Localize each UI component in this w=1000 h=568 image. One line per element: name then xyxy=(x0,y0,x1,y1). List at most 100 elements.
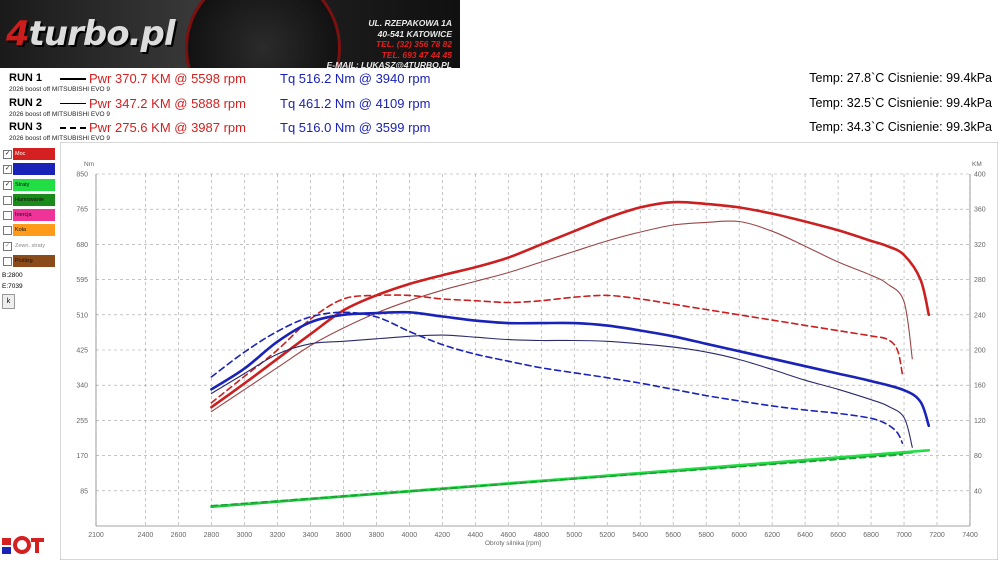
series-tq-run-3 xyxy=(210,311,904,444)
option-kola[interactable]: Koła xyxy=(2,224,55,236)
x-tick-label: 4000 xyxy=(402,532,418,539)
range-end: E:7039 xyxy=(2,283,23,290)
y-tick-label-right: 360 xyxy=(974,207,986,214)
option-poslizg[interactable]: Poślizg xyxy=(2,255,55,267)
contact-block: UL. RZEPAKOWA 1A 40-541 KATOWICE TEL. (3… xyxy=(327,18,452,68)
option-label: Koła xyxy=(13,224,55,236)
run-name: RUN 3 xyxy=(9,121,43,133)
x-tick-label: 5400 xyxy=(632,532,648,539)
option-label: Tq xyxy=(13,163,55,175)
run-name: RUN 2 xyxy=(9,97,43,109)
x-tick-label: 4200 xyxy=(435,532,451,539)
x-tick-label: 2800 xyxy=(204,532,220,539)
x-tick-label: 7000 xyxy=(896,532,912,539)
y-tick-label-right: 120 xyxy=(974,418,986,425)
y-tick-label-right: 400 xyxy=(974,172,986,179)
option-checkbox[interactable]: ✓ xyxy=(3,150,12,159)
series-straty-run-3 xyxy=(210,453,904,507)
brand-logo: 4turbo.pl xyxy=(6,14,176,54)
run-torque: Tq 461.2 Nm @ 4109 rpm xyxy=(280,96,431,111)
option-checkbox[interactable] xyxy=(3,257,12,266)
run-torque: Tq 516.0 Nm @ 3599 rpm xyxy=(280,120,431,135)
run-conditions: Temp: 32.5`C Cisnienie: 99.4kPa xyxy=(809,96,992,110)
x-tick-label: 6800 xyxy=(863,532,879,539)
y-tick-label-left: 340 xyxy=(76,383,88,390)
run-summary: RUN 1 2026 boost off MITSUBISHI EVO 9 Pw… xyxy=(0,71,1000,146)
option-checkbox[interactable] xyxy=(3,196,12,205)
run-conditions: Temp: 27.8`C Cisnienie: 99.4kPa xyxy=(809,71,992,85)
option-moc[interactable]: ✓ Moc xyxy=(2,148,55,160)
logo-text: turbo.pl xyxy=(28,14,176,54)
series-tq-run-1 xyxy=(210,310,931,428)
x-tick-label: 3600 xyxy=(336,532,352,539)
option-zewn-straty[interactable]: ✓ Zewn. straty xyxy=(2,240,55,252)
chart-frame xyxy=(59,141,999,561)
y-tick-label-right: 160 xyxy=(974,383,986,390)
series-pwr-run-2 xyxy=(210,220,913,413)
x-tick-label: 3200 xyxy=(270,532,286,539)
x-tick-label: 5000 xyxy=(566,532,582,539)
x-tick-label: 7200 xyxy=(929,532,945,539)
y-tick-label-right: 80 xyxy=(974,453,982,460)
logo-four: 4 xyxy=(6,14,30,54)
run-power: Pwr 370.7 KM @ 5598 rpm xyxy=(89,71,246,86)
y-axis-title-left: Nm xyxy=(84,161,94,168)
option-checkbox[interactable]: ✓ xyxy=(3,165,12,174)
y-tick-label-left: 765 xyxy=(76,207,88,214)
run-row: RUN 1 2026 boost off MITSUBISHI EVO 9 Pw… xyxy=(8,71,998,96)
option-label: Inercja xyxy=(13,209,55,221)
run-row: RUN 3 2026 boost off MITSUBISHI EVO 9 Pw… xyxy=(8,120,998,145)
run-row: RUN 2 2026 boost off MITSUBISHI EVO 9 Pw… xyxy=(8,96,998,121)
y-tick-label-left: 680 xyxy=(76,242,88,249)
option-label: Straty xyxy=(13,179,55,191)
option-label: Zewn. straty xyxy=(15,243,45,249)
x-tick-label: 6400 xyxy=(797,532,813,539)
y-tick-label-left: 510 xyxy=(76,312,88,319)
x-tick-label: 6000 xyxy=(731,532,747,539)
options-panel: ✓ Moc ✓ Tq ✓ Straty Hamowanie Inercja Koła … xyxy=(0,146,58,563)
x-tick-label: 2100 xyxy=(88,532,104,539)
x-tick-label: 3800 xyxy=(369,532,385,539)
option-label: Moc xyxy=(13,148,55,160)
series-pwr-run-1 xyxy=(210,200,931,409)
watermark-logo xyxy=(2,536,44,554)
option-tq[interactable]: ✓ Tq xyxy=(2,163,55,175)
x-tick-label: 4600 xyxy=(500,532,516,539)
x-axis-title: Obroty silnika [rpm] xyxy=(485,540,541,547)
run-description: 2026 boost off MITSUBISHI EVO 9 xyxy=(9,111,111,118)
option-checkbox[interactable]: ✓ xyxy=(3,242,12,251)
header-banner: 4turbo.pl UL. RZEPAKOWA 1A 40-541 KATOWI… xyxy=(0,0,460,68)
x-tick-label: 5600 xyxy=(665,532,681,539)
x-tick-label: 3000 xyxy=(237,532,253,539)
x-tick-label: 4800 xyxy=(533,532,549,539)
x-tick-label: 2600 xyxy=(171,532,187,539)
y-tick-label-left: 255 xyxy=(76,418,88,425)
y-tick-label-right: 40 xyxy=(974,488,982,495)
chart-svg: 2100 2400 2600 2800 3000 3200 3400 3600 3800 4000… xyxy=(59,141,999,561)
address-line-1: UL. RZEPAKOWA 1A xyxy=(368,18,452,28)
x-tick-label: 5200 xyxy=(599,532,615,539)
option-checkbox[interactable] xyxy=(3,226,12,235)
option-hamowanie[interactable]: Hamowanie xyxy=(2,194,55,206)
series-pwr-run-3 xyxy=(210,294,904,404)
x-tick-label: 5800 xyxy=(698,532,714,539)
phone-line-1: TEL. (32) 356 78 82 xyxy=(375,39,452,49)
y-tick-label-left: 85 xyxy=(80,488,88,495)
range-begin: B:2800 xyxy=(2,272,23,279)
option-straty[interactable]: ✓ Straty xyxy=(2,179,55,191)
run-torque: Tq 516.2 Nm @ 3940 rpm xyxy=(280,71,431,86)
dyno-chart: 2100 2400 2600 2800 3000 3200 3400 3600 3800 4000… xyxy=(59,141,999,561)
k-button[interactable]: k xyxy=(2,294,15,309)
run-line-sample xyxy=(60,127,86,129)
y-tick-label-right: 280 xyxy=(974,277,986,284)
option-inercja[interactable]: Inercja xyxy=(2,209,55,221)
address-line-2: 40-541 KATOWICE xyxy=(377,28,452,39)
email-line: E-MAIL: LUKASZ@4TURBO.PL xyxy=(326,60,452,68)
option-checkbox[interactable] xyxy=(3,211,12,220)
run-conditions: Temp: 34.3`C Cisnienie: 99.3kPa xyxy=(809,120,992,134)
y-tick-label-right: 200 xyxy=(974,348,986,355)
option-checkbox[interactable]: ✓ xyxy=(3,181,12,190)
option-label: Poślizg xyxy=(13,255,55,267)
run-line-sample xyxy=(60,103,86,104)
x-tick-label: 7400 xyxy=(962,532,978,539)
